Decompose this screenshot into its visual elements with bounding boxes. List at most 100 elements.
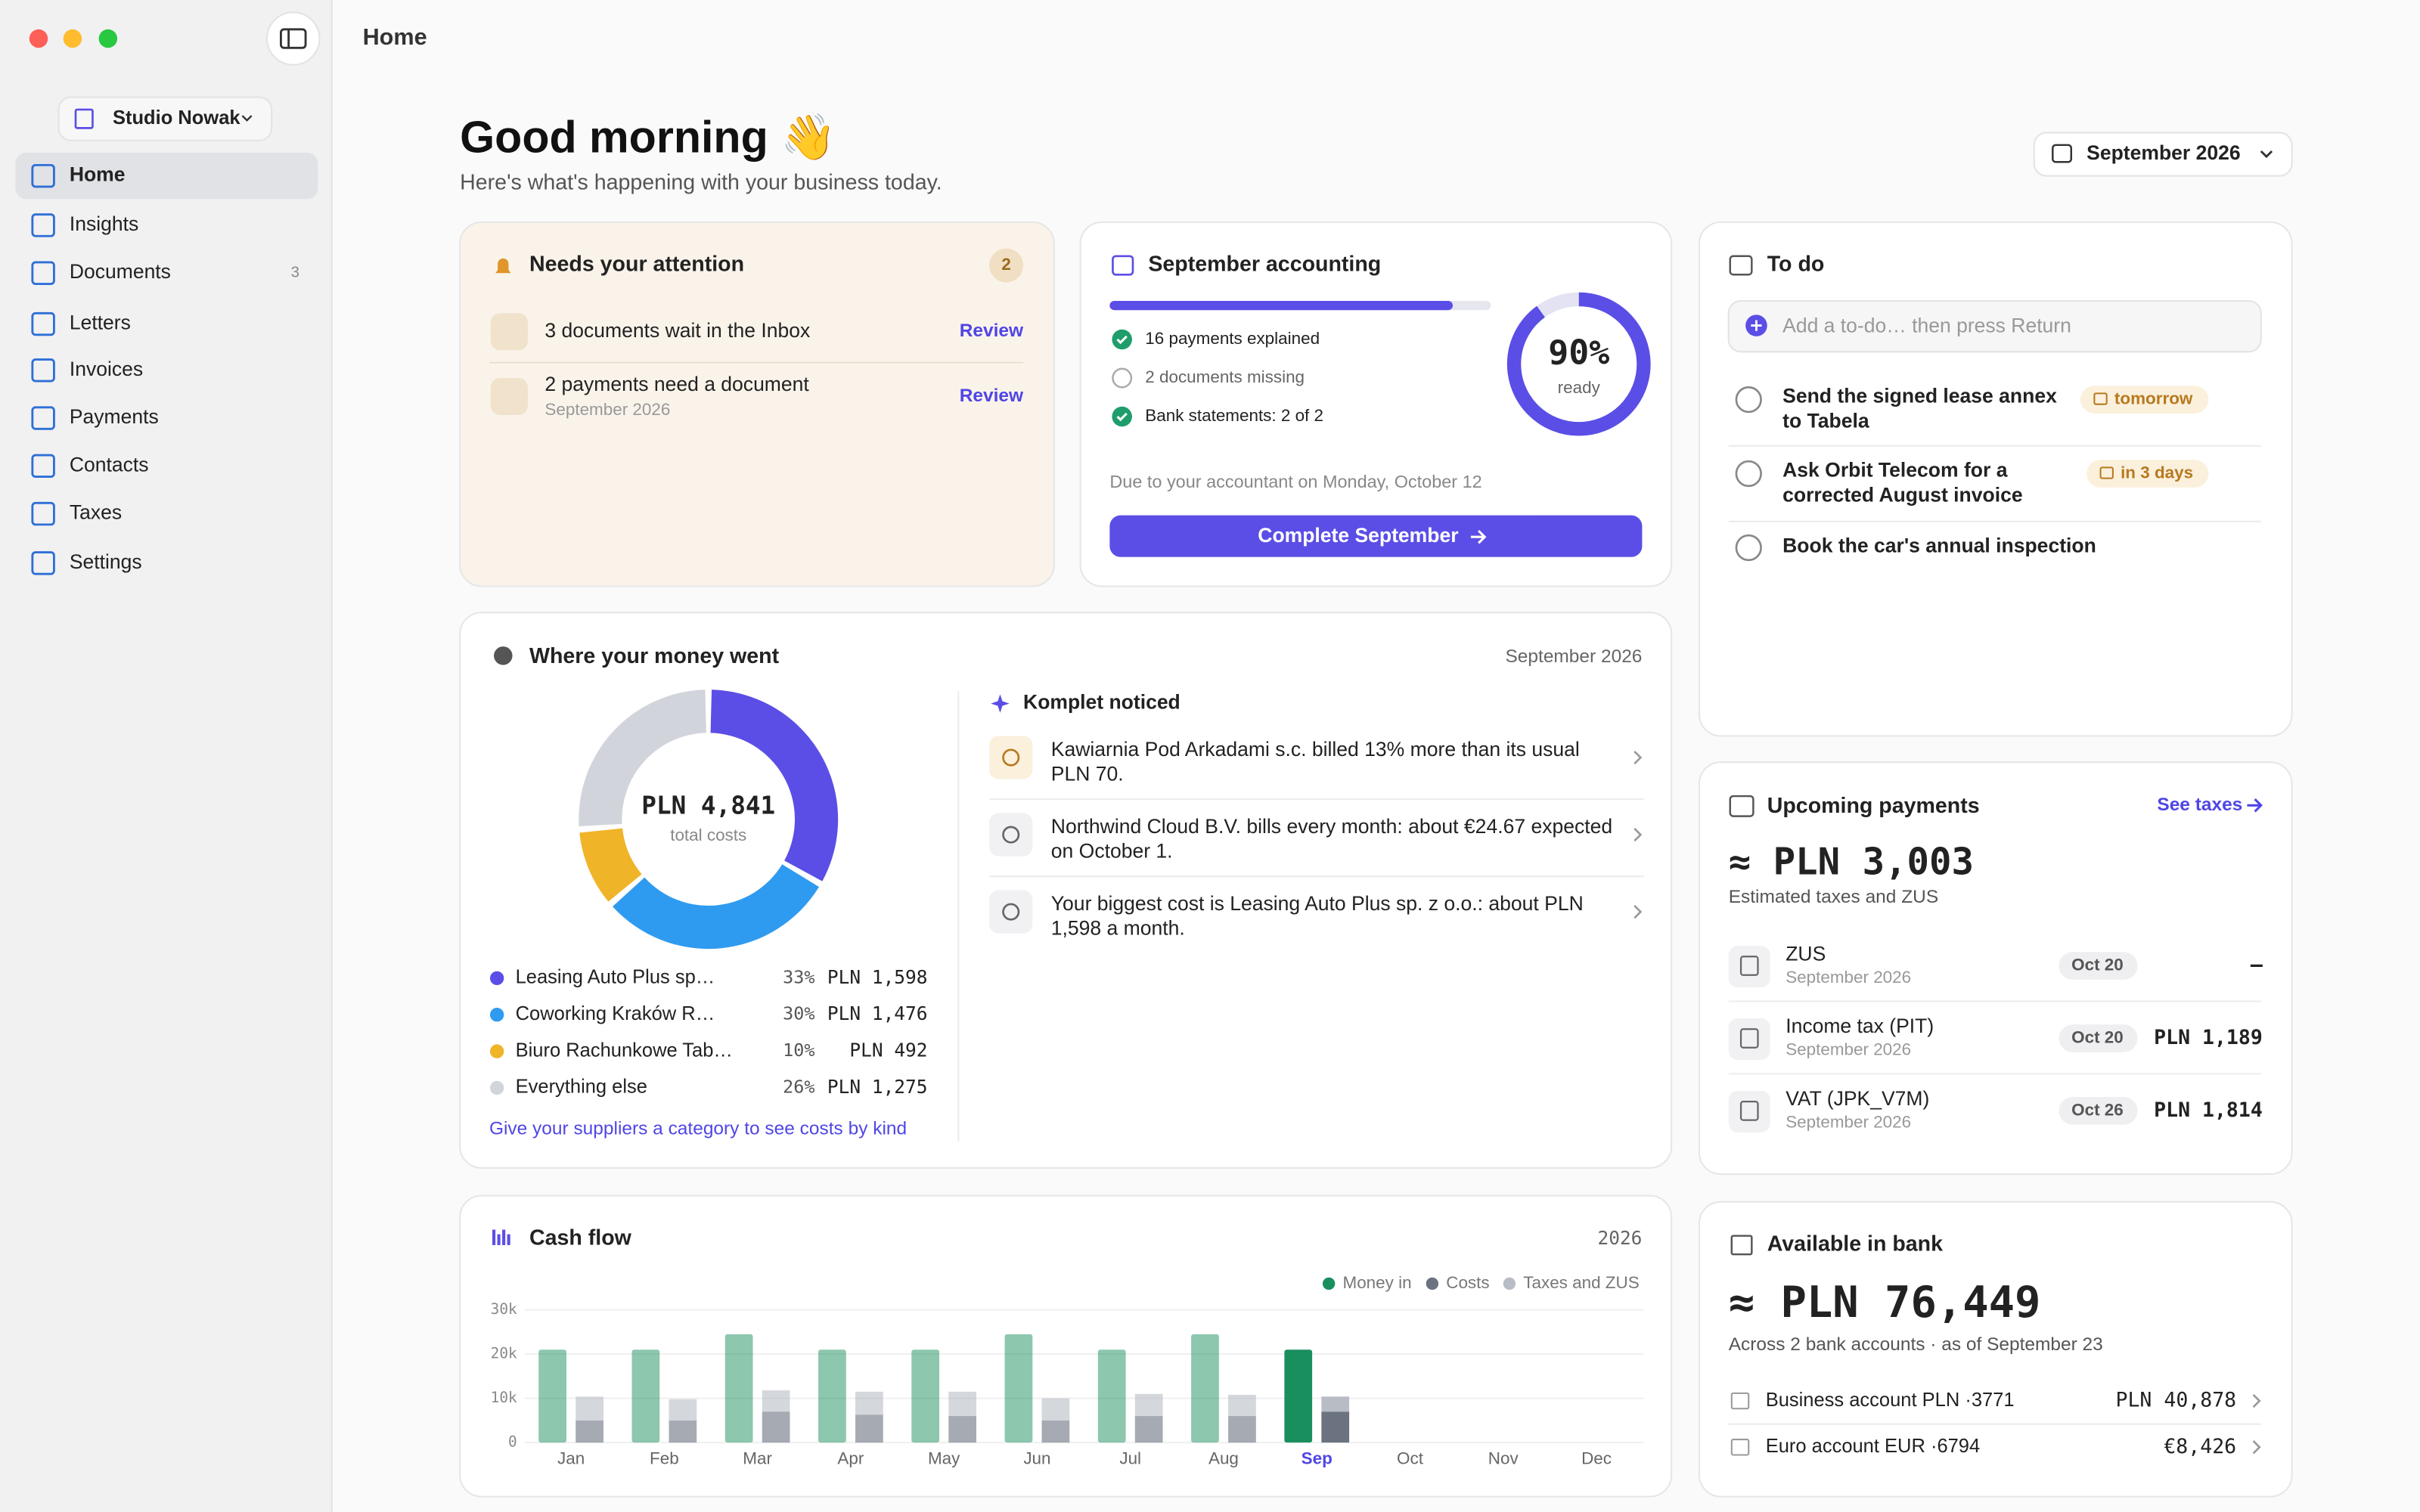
legend-label: Money in: [1343, 1273, 1412, 1292]
attention-detail: September 2026: [544, 400, 670, 419]
payment-icon: [1728, 946, 1770, 988]
checklist-item: 2 documents missing: [1145, 367, 1305, 386]
checklist-item: 16 payments explained: [1145, 329, 1320, 348]
nav-item[interactable]: Payments: [70, 405, 159, 428]
card-period: September 2026: [1505, 646, 1642, 667]
payment-icon: [1728, 1090, 1770, 1132]
bar-taxes: [1321, 1396, 1350, 1412]
due-pill: [2059, 952, 2138, 980]
accounting-card: [1079, 221, 1673, 587]
payment-amount: PLN 1,189: [2154, 1026, 2263, 1049]
legend-percent: 33%: [783, 966, 814, 987]
todo-checkbox[interactable]: [1735, 534, 1762, 562]
bar-costs: [855, 1414, 883, 1443]
todo-checkbox[interactable]: [1735, 460, 1762, 488]
bar-costs: [669, 1420, 697, 1443]
donut-segment: [579, 828, 642, 902]
y-tick-label: 30k: [491, 1300, 517, 1318]
x-tick-label: Apr: [837, 1449, 864, 1468]
workspace-switcher[interactable]: [57, 96, 273, 141]
nav-icon: [31, 501, 55, 526]
see-taxes-link[interactable]: See taxes: [2157, 795, 2242, 815]
nav-item[interactable]: Insights: [70, 212, 138, 235]
sidebar-toggle[interactable]: [266, 11, 321, 66]
review-link[interactable]: Review: [960, 321, 1024, 341]
nav-item[interactable]: Contacts: [70, 453, 149, 476]
account-balance: PLN 40,878: [2116, 1389, 2237, 1412]
payment-period: September 2026: [1786, 1113, 1911, 1132]
chevron: [1634, 827, 1643, 842]
progress-bar: [1109, 300, 1454, 311]
todo-input[interactable]: [1727, 299, 2262, 353]
payment-glyph: [1739, 1101, 1759, 1121]
nav-item[interactable]: Settings: [70, 550, 142, 573]
bank-icon: [1730, 1439, 1750, 1456]
due-label: tomorrow: [2114, 389, 2193, 407]
account-name[interactable]: Business account PLN ·3771: [1766, 1390, 2015, 1411]
arrow-icon: [1470, 529, 1487, 544]
bar-money-in: [911, 1349, 940, 1443]
pie-icon: [494, 646, 513, 665]
x-tick-label: Jun: [1023, 1449, 1050, 1468]
insight-text: Northwind Cloud B.V. bills every month: …: [1051, 815, 1612, 863]
nav-item[interactable]: Invoices: [70, 358, 143, 380]
review-link[interactable]: Review: [960, 386, 1024, 406]
todo-text: Send the signed lease annex to Tabela: [1782, 384, 2057, 432]
card-title: Available in bank: [1767, 1232, 1943, 1256]
bar-money-in: [1284, 1349, 1313, 1443]
legend-dot: [489, 1044, 504, 1058]
nav-icon: [31, 311, 55, 336]
hint-link[interactable]: Give your suppliers a category to see co…: [489, 1118, 907, 1139]
calendar-icon: [1112, 255, 1134, 276]
insight-text: Kawiarnia Pod Arkadami s.c. billed 13% m…: [1050, 737, 1580, 785]
bar-taxes: [948, 1391, 977, 1417]
donut-segment: [613, 864, 820, 950]
nav-item[interactable]: Letters: [70, 311, 131, 334]
nav-item[interactable]: Documents: [70, 260, 171, 283]
sparkle-icon: [991, 694, 1010, 713]
progress-label: 90%: [1548, 332, 1609, 372]
bank-caption: Across 2 bank accounts · as of September…: [1729, 1334, 2103, 1355]
nav-icon: [31, 551, 55, 575]
due-icon: [2093, 392, 2108, 405]
card-title: Needs your attention: [529, 253, 744, 277]
y-tick-label: 0: [508, 1433, 517, 1451]
x-tick-label: May: [928, 1449, 960, 1468]
todo-checkbox[interactable]: [1735, 386, 1762, 414]
greeting: Good morning 👋: [460, 111, 836, 163]
account-balance: €8,426: [2164, 1435, 2236, 1458]
close-button[interactable]: [29, 29, 48, 48]
payment-amount: PLN 1,814: [2154, 1098, 2263, 1122]
chevron: [1634, 905, 1643, 919]
insight-icon: [989, 890, 1033, 934]
check-open: [1112, 367, 1133, 389]
sidebar: [0, 0, 332, 1512]
legend-dot: [489, 971, 504, 986]
due-date: Oct 26: [2071, 1100, 2124, 1119]
minimize-button[interactable]: [63, 29, 82, 48]
bar-costs: [576, 1420, 603, 1443]
payment-name: ZUS: [1786, 942, 1826, 965]
bar-costs: [1134, 1416, 1163, 1443]
upcoming-card: [1698, 761, 2293, 1176]
y-tick-label: 10k: [491, 1389, 517, 1406]
nav-item[interactable]: Taxes: [70, 501, 122, 524]
attention-card: [459, 221, 1055, 587]
legend-label: Costs: [1446, 1273, 1489, 1292]
zoom-button[interactable]: [98, 29, 118, 48]
complete-button[interactable]: [1109, 515, 1643, 557]
account-name[interactable]: Euro account EUR ·6794: [1766, 1436, 1981, 1457]
x-tick-label: Feb: [650, 1449, 679, 1468]
bar-money-in: [1004, 1334, 1033, 1443]
calendar-icon: [2052, 144, 2072, 163]
bar-taxes: [669, 1399, 697, 1421]
nav-item[interactable]: Home: [70, 163, 126, 186]
x-tick-label: Mar: [743, 1449, 772, 1468]
x-tick-label: Aug: [1208, 1449, 1239, 1468]
count-label: 2: [1001, 255, 1010, 274]
period-picker[interactable]: [2033, 132, 2293, 177]
card-title: To do: [1767, 253, 1825, 277]
bar-costs: [762, 1411, 790, 1443]
